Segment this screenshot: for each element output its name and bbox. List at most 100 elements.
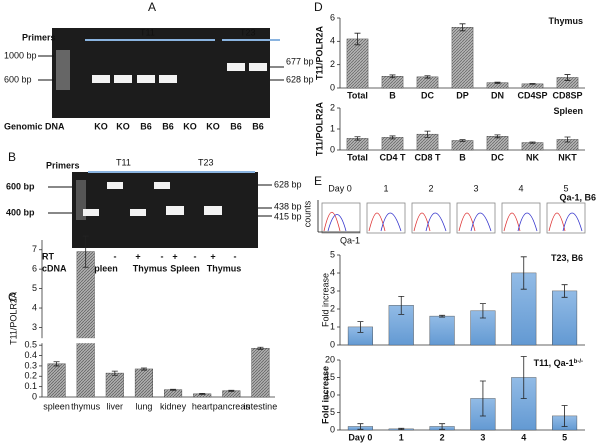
y-tick-label: 7 xyxy=(32,244,37,254)
y-tick-label: 6 xyxy=(330,12,335,22)
y-tick-label: 0.5 xyxy=(24,340,37,350)
lane-label: B6 xyxy=(230,121,242,131)
chart-title: T23, B6 xyxy=(551,253,583,263)
marker-label: 600 bp xyxy=(4,74,32,84)
error-bar xyxy=(357,423,364,430)
error-bar xyxy=(53,361,60,367)
y-tick-label: 4 xyxy=(330,36,335,46)
bar-texture xyxy=(487,136,508,150)
marker-label: 600 bp xyxy=(6,181,35,191)
error-bar xyxy=(354,136,361,141)
bar-texture xyxy=(76,251,95,397)
bar-texture xyxy=(193,393,211,397)
marker-label: 400 bp xyxy=(6,207,35,217)
error-bar xyxy=(398,427,405,431)
bar-texture xyxy=(522,83,543,88)
error-bar xyxy=(529,141,536,144)
title-superscript: b-/- xyxy=(574,359,583,365)
error-bar xyxy=(140,367,147,371)
x-tick-label: NKT xyxy=(558,152,577,162)
x-tick-label: pancreas xyxy=(213,401,251,411)
panel-label: D xyxy=(314,0,323,14)
gel xyxy=(52,28,270,118)
bar-texture xyxy=(47,363,66,397)
title-text: Thymus xyxy=(548,16,583,26)
bar-texture xyxy=(417,76,438,88)
arrows xyxy=(48,184,272,217)
marker-label: 415 bp xyxy=(274,211,302,221)
tissue-label: Spleen xyxy=(170,263,200,273)
bar-texture xyxy=(347,138,368,150)
x-tick-label: CD4 T xyxy=(379,152,406,162)
gel-label: Primers xyxy=(46,160,80,170)
bar-texture xyxy=(557,139,578,150)
y-axis-label: Fold increase xyxy=(320,273,330,327)
x-tick-label: CD8SP xyxy=(552,90,582,100)
ladder xyxy=(56,50,70,90)
error-bar xyxy=(529,83,536,85)
chart-title: T11, Qa-1b-/- xyxy=(534,358,583,368)
error-bar xyxy=(494,81,501,84)
error-bar xyxy=(520,356,527,399)
panel-label: C xyxy=(8,290,17,304)
y-tick-label: 6 xyxy=(32,264,37,274)
day-label: 1 xyxy=(383,183,388,193)
x-tick-label: Day 0 xyxy=(348,432,372,442)
error-bar xyxy=(398,296,405,315)
axis-break xyxy=(38,338,279,344)
error-bar xyxy=(199,392,206,395)
y-tick-label: 2 xyxy=(330,59,335,69)
rt-label: - xyxy=(234,251,237,261)
panel-label: A xyxy=(148,0,156,14)
lane-label: B6 xyxy=(162,121,174,131)
tissue-label: Thymus xyxy=(133,263,168,273)
chart-title: Spleen xyxy=(553,106,583,116)
bar-texture xyxy=(382,137,403,150)
group-label: T23 xyxy=(198,157,214,167)
gel-label: Primers xyxy=(22,32,56,42)
group-label: T11 xyxy=(140,27,155,37)
error-bar xyxy=(564,136,571,143)
x-tick-label: Total xyxy=(347,90,368,100)
bar-texture xyxy=(452,27,473,88)
x-tick-label: CD4SP xyxy=(517,90,547,100)
bar-texture xyxy=(135,369,153,397)
y-tick-label: 0.4 xyxy=(24,350,37,360)
x-tick-label: B xyxy=(459,152,466,162)
x-tick-label: 1 xyxy=(399,432,404,442)
day-label: 4 xyxy=(518,183,523,193)
row-label: Genomic DNA xyxy=(4,121,65,131)
y-tick-label: 5 xyxy=(330,249,335,259)
bar-texture xyxy=(251,348,270,397)
y-tick-label: 2 xyxy=(330,303,335,313)
bar-texture xyxy=(429,316,455,345)
gel-bands xyxy=(92,63,267,83)
y-tick-label: 4 xyxy=(330,267,335,277)
y-tick-label: 0 xyxy=(32,391,37,401)
x-tick-label: CD8 T xyxy=(414,152,441,162)
rt-label: - xyxy=(114,251,117,261)
arrows xyxy=(38,55,284,81)
flow-title: Qa-1, B6 xyxy=(559,192,596,202)
x-tick-label: NK xyxy=(526,152,539,162)
lane-label: B6 xyxy=(140,121,152,131)
error-bar xyxy=(357,321,364,333)
y-tick-label: 0.1 xyxy=(24,381,37,391)
bar-texture xyxy=(164,389,182,397)
error-bar xyxy=(459,139,466,142)
group-label: T23 xyxy=(240,27,256,37)
error-bar xyxy=(354,32,361,46)
lane-label: KO xyxy=(206,121,220,131)
error-bar xyxy=(170,388,177,391)
x-tick-label: Total xyxy=(347,152,368,162)
x-tick-label: DC xyxy=(421,90,434,100)
error-bar xyxy=(424,75,431,79)
bar-texture xyxy=(487,82,508,88)
y-tick-label: 4 xyxy=(32,302,37,312)
flow-axis-label: Qa-1 xyxy=(340,235,360,245)
rt-label: + xyxy=(172,251,177,261)
x-tick-label: heart xyxy=(192,401,213,411)
error-bar xyxy=(561,405,568,427)
